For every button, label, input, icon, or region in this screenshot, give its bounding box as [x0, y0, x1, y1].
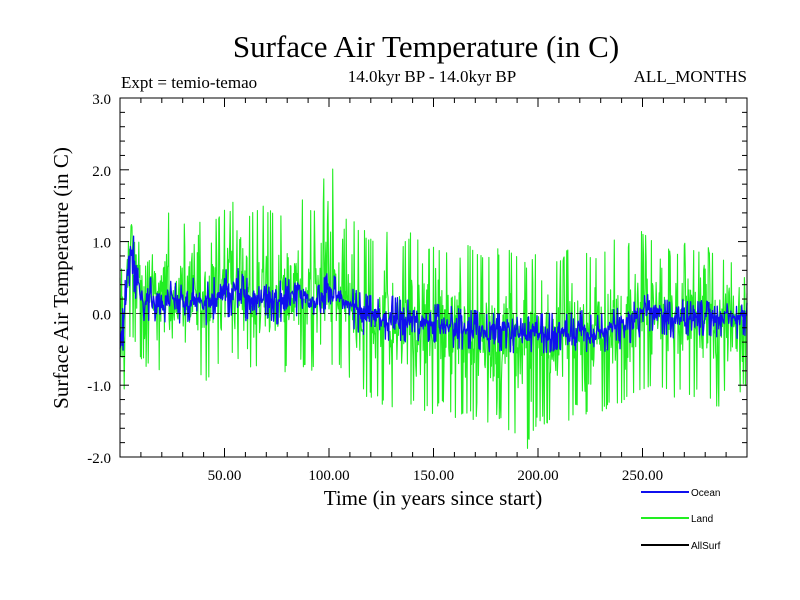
y-tick-label: 1.0 [92, 236, 111, 252]
x-tick-label: 250.00 [622, 468, 663, 484]
ocean-series [119, 235, 748, 354]
legend-label-ocean: Ocean [691, 488, 720, 499]
experiment-label: Expt = temio-temao [121, 73, 257, 92]
x-tick-label: 150.00 [413, 468, 454, 484]
y-tick-label: 3.0 [92, 92, 111, 108]
x-tick-label: 200.00 [517, 468, 558, 484]
y-tick-label: 2.0 [92, 164, 111, 180]
chart-title: Surface Air Temperature (in C) [233, 29, 619, 64]
months-label: ALL_MONTHS [634, 67, 747, 86]
land-line [119, 168, 748, 449]
x-tick-label: 50.00 [208, 468, 242, 484]
x-axis-label: Time (in years since start) [324, 486, 543, 510]
legend: Ocean Land AllSurf [641, 488, 721, 552]
legend-label-allsurf: AllSurf [691, 541, 721, 552]
time-range-label: 14.0kyr BP - 14.0kyr BP [348, 67, 516, 86]
axis-ticks [120, 98, 747, 457]
y-axis-label: Surface Air Temperature (in C) [49, 147, 73, 409]
land-series [119, 168, 748, 449]
tick-labels: 50.00 100.00 150.00 200.00 250.00 -2.0 -1.0 0.0… [87, 92, 663, 484]
y-tick-label: -1.0 [87, 379, 111, 395]
legend-label-land: Land [691, 514, 713, 525]
x-tick-label: 100.00 [308, 468, 349, 484]
y-tick-label: -2.0 [87, 451, 111, 467]
ocean-line [119, 235, 748, 354]
plot-area [119, 168, 748, 449]
y-tick-label: 0.0 [92, 307, 111, 323]
